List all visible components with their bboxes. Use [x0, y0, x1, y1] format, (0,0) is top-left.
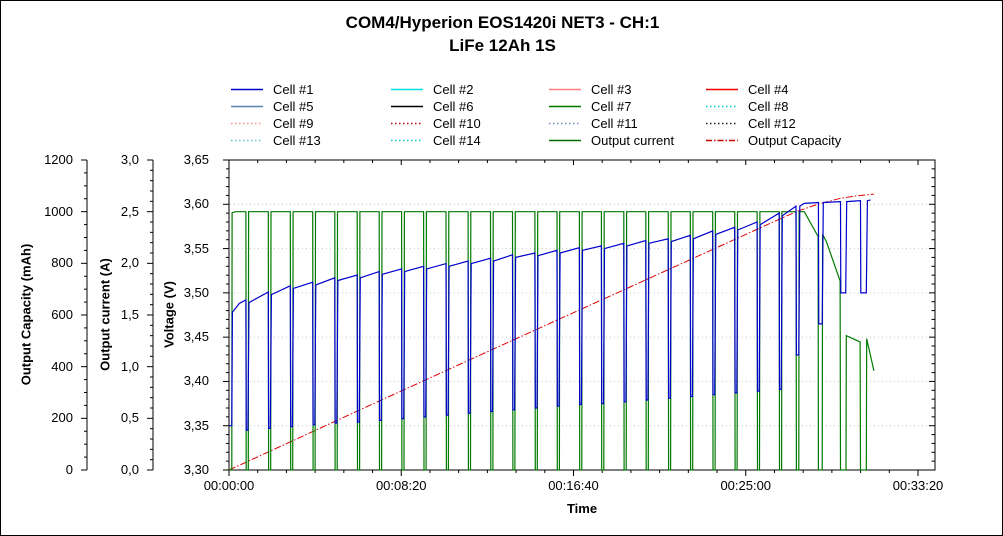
series-cell-1: [229, 199, 871, 431]
current-tick-label: 1,5: [120, 307, 139, 322]
legend-label: Cell #12: [748, 116, 796, 131]
series-output-capacity: [228, 193, 874, 471]
legend-item-cell-1: Cell #1: [231, 82, 391, 97]
legend-item-cell-2: Cell #2: [391, 82, 549, 97]
legend-item-cell-9: Cell #9: [231, 116, 391, 131]
voltage-tick-label: 3,65: [183, 152, 209, 167]
legend-item-output-current: Output current: [549, 133, 706, 148]
current-tick-label: 3,0: [120, 152, 139, 167]
time-tick-label: 00:16:40: [548, 478, 599, 493]
legend-line-sample: [391, 122, 423, 125]
legend-item-output-capacity: Output Capacity: [706, 133, 936, 148]
voltage-tick-label: 3,35: [183, 417, 209, 433]
legend-item-cell-5: Cell #5: [231, 99, 391, 114]
capacity-tick-label: 1000: [44, 203, 73, 219]
legend-item-cell-6: Cell #6: [391, 99, 549, 114]
legend-label: Output Capacity: [748, 133, 842, 148]
legend-line-sample: [391, 139, 423, 142]
legend-line-sample: [706, 139, 738, 142]
voltage-tick-label: 3,30: [183, 462, 209, 477]
legend: Cell #1 Cell #2 Cell #3 Cell #4 Cell #5 Cell …: [231, 81, 936, 149]
legend-line-sample: [231, 122, 263, 125]
time-tick-label: 00:25:00: [720, 478, 772, 493]
time-tick-label: 00:08:20: [375, 478, 427, 493]
legend-item-cell-10: Cell #10: [391, 116, 549, 131]
legend-label: Cell #14: [433, 133, 481, 148]
legend-item-cell-8: Cell #8: [706, 99, 936, 114]
legend-label: Cell #13: [273, 133, 321, 148]
chart-title-line2: LiFe 12Ah 1S: [449, 36, 556, 55]
legend-label: Output current: [591, 133, 675, 148]
capacity-tick-label: 800: [51, 255, 73, 271]
legend-line-sample: [706, 105, 738, 108]
legend-label: Cell #5: [273, 99, 314, 114]
time-tick-label: 00:00:00: [203, 478, 255, 493]
current-tick-label: 0,0: [120, 462, 139, 477]
legend-label: Cell #9: [273, 116, 314, 131]
legend-label: Cell #11: [591, 116, 638, 131]
voltage-tick-label: 3,60: [183, 196, 209, 212]
current-tick-label: 2,0: [120, 255, 139, 271]
current-tick-label: 2,5: [120, 203, 139, 219]
legend-item-cell-7: Cell #7: [549, 99, 706, 114]
legend-label: Cell #6: [433, 99, 474, 114]
legend-line-sample: [231, 139, 263, 142]
capacity-tick-label: 200: [51, 410, 73, 426]
current-tick-label: 1,0: [120, 358, 139, 374]
legend-item-cell-4: Cell #4: [706, 82, 936, 97]
legend-label: Cell #3: [591, 82, 632, 97]
legend-line-sample: [231, 88, 263, 91]
legend-label: Cell #10: [433, 116, 481, 131]
legend-line-sample: [549, 88, 581, 91]
time-axis-label: Time: [566, 501, 598, 516]
voltage-tick-label: 3,50: [183, 284, 209, 300]
series-output-current: [229, 211, 875, 471]
legend-line-sample: [231, 105, 263, 108]
legend-line-sample: [549, 139, 581, 142]
legend-line-sample: [549, 122, 581, 125]
legend-line-sample: [391, 88, 423, 91]
legend-item-cell-11: Cell #11: [549, 116, 706, 131]
time-tick-label: 00:33:20: [892, 478, 944, 493]
current-tick-label: 0,5: [120, 410, 139, 426]
legend-label: Cell #7: [591, 99, 632, 114]
legend-label: Cell #2: [433, 82, 474, 97]
capacity-tick-label: 0: [65, 462, 73, 477]
legend-item-cell-12: Cell #12: [706, 116, 936, 131]
legend-label: Cell #1: [273, 82, 314, 97]
voltage-tick-label: 3,55: [183, 240, 209, 256]
legend-item-cell-14: Cell #14: [391, 133, 549, 148]
chart-title-line1: COM4/Hyperion EOS1420i NET3 - CH:1: [345, 13, 660, 32]
capacity-tick-label: 400: [51, 358, 73, 374]
capacity-tick-label: 600: [51, 307, 73, 322]
legend-line-sample: [549, 105, 581, 108]
voltage-tick-label: 3,45: [183, 329, 209, 345]
legend-line-sample: [706, 88, 738, 91]
legend-line-sample: [706, 122, 738, 125]
legend-label: Cell #4: [748, 82, 789, 97]
legend-label: Cell #8: [748, 99, 789, 114]
capacity-tick-label: 1200: [44, 152, 73, 167]
voltage-tick-label: 3,40: [183, 373, 209, 389]
legend-item-cell-13: Cell #13: [231, 133, 391, 148]
legend-line-sample: [391, 105, 423, 108]
legend-item-cell-3: Cell #3: [549, 82, 706, 97]
